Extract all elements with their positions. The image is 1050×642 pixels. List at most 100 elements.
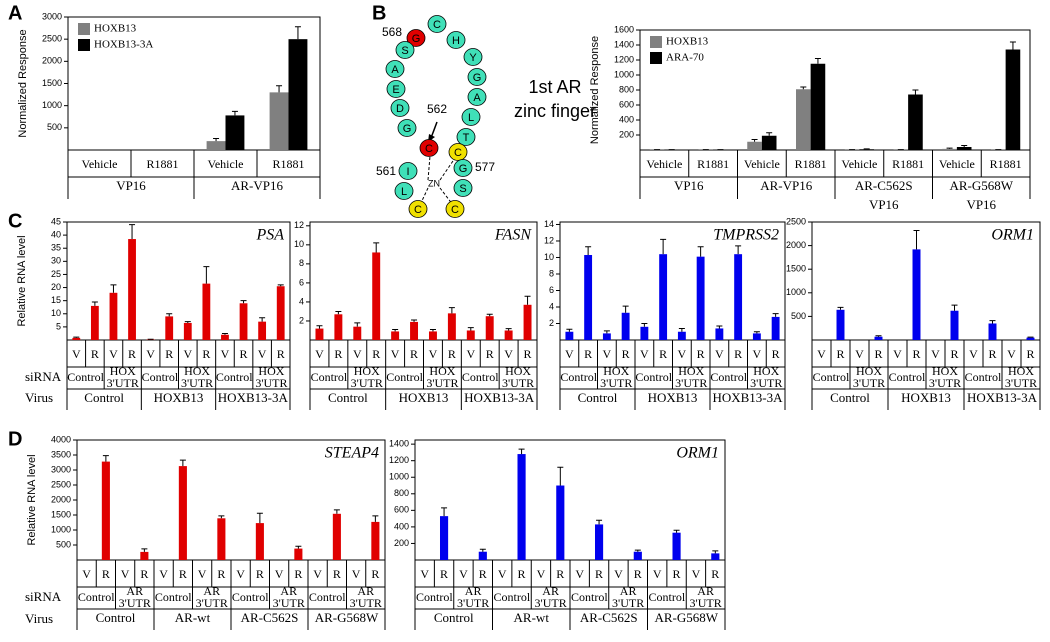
x-tick-label: R — [556, 567, 564, 581]
bar — [466, 330, 475, 340]
x-tick-label: V — [236, 567, 245, 581]
error-bar — [203, 266, 210, 284]
bar — [517, 454, 526, 560]
bar — [332, 513, 341, 560]
group-label: AR-C562S — [855, 178, 913, 193]
bar — [761, 135, 777, 150]
y-tick-label: 6 — [549, 285, 554, 295]
error-bar — [837, 306, 844, 310]
error-bar — [213, 137, 220, 142]
x-tick-label: V — [614, 567, 623, 581]
legend-swatch — [650, 52, 662, 64]
error-bar — [129, 224, 136, 240]
legend-swatch — [78, 23, 90, 35]
y-tick-label: 8 — [299, 258, 304, 268]
residue — [467, 88, 487, 106]
chart-title: TMPRSS2 — [713, 227, 779, 244]
error-bar — [603, 330, 610, 334]
x-tick-label: R1881 — [697, 157, 729, 171]
x-tick-label: V — [1007, 347, 1016, 361]
x-tick-label: V — [429, 347, 438, 361]
y-tick-label: 45 — [51, 216, 61, 226]
y-tick-label: 2 — [299, 315, 304, 325]
group-label: Control — [635, 370, 672, 384]
group-label: HOX — [184, 364, 210, 378]
y-tick-label: 10 — [51, 308, 61, 318]
group-label: AR-VP16 — [231, 178, 284, 193]
bar — [1026, 337, 1035, 340]
y-tick-label: 3000 — [42, 11, 62, 21]
error-bar — [660, 238, 667, 255]
x-tick-label: Vehicle — [82, 157, 118, 171]
group-label: 3'UTR — [457, 596, 489, 610]
y-tick-label: 25 — [51, 269, 61, 279]
x-tick-label: V — [459, 567, 468, 581]
bar — [523, 304, 532, 340]
x-tick-label: R — [333, 567, 341, 581]
error-bar — [179, 459, 186, 467]
x-tick-label: V — [146, 347, 155, 361]
error-bar — [259, 317, 266, 322]
y-tick-label: 1000 — [786, 287, 806, 297]
y-tick-label: 2500 — [786, 216, 806, 226]
x-tick-label: R — [140, 567, 148, 581]
bar — [239, 303, 248, 340]
panel-letter: B — [372, 2, 386, 24]
x-tick-label: V — [603, 347, 612, 361]
bar — [859, 149, 874, 150]
error-bar — [429, 329, 436, 332]
residue — [390, 99, 410, 117]
bar — [391, 331, 400, 340]
error-bar — [373, 242, 380, 253]
x-tick-label: R — [277, 347, 285, 361]
x-tick-label: R — [659, 347, 667, 361]
residue — [453, 159, 473, 177]
supergroup-label: Control — [578, 390, 618, 405]
group-label: Control — [965, 370, 1002, 384]
x-tick-label: R — [334, 347, 342, 361]
residue-letter: G — [459, 163, 468, 175]
bar — [711, 553, 720, 560]
x-tick-label: Vehicle — [841, 157, 877, 171]
bar — [912, 249, 921, 340]
group-label: 3'UTR — [351, 376, 383, 390]
error-bar — [766, 132, 773, 136]
x-tick-label: R — [372, 347, 380, 361]
group-label: 3'UTR — [600, 376, 632, 390]
x-tick-label: R — [102, 567, 110, 581]
residue-letter: L — [401, 186, 407, 198]
group-label: Control — [889, 370, 926, 384]
residue-letter: C — [433, 19, 441, 31]
bar — [269, 92, 289, 150]
bar — [206, 141, 226, 150]
x-tick-label: V — [640, 347, 649, 361]
x-tick-label: R — [988, 347, 996, 361]
y-tick-label: 10 — [544, 252, 554, 262]
y-tick-label: 800 — [619, 84, 634, 94]
error-bar — [316, 325, 323, 329]
panel-letter: A — [8, 2, 22, 24]
group-label: Control — [571, 590, 608, 604]
group-label: Control — [67, 370, 104, 384]
x-tick-label: V — [258, 347, 267, 361]
error-bar — [141, 548, 148, 552]
error-bar — [814, 58, 821, 64]
bar — [372, 252, 381, 340]
x-tick-label: V — [466, 347, 475, 361]
x-tick-label: V — [969, 347, 978, 361]
error-bar — [518, 448, 525, 455]
x-tick-label: Vehicle — [646, 157, 682, 171]
x-tick-label: V — [855, 347, 864, 361]
bar — [696, 256, 705, 340]
y-axis-label: Relative RNA level — [26, 454, 38, 545]
supergroup-label: Control — [96, 610, 136, 625]
error-bar — [102, 455, 109, 462]
supergroup-label: HOXB13-3A — [218, 390, 289, 405]
x-tick-label: V — [82, 567, 91, 581]
y-tick-label: 20 — [51, 282, 61, 292]
x-tick-label: V — [653, 567, 662, 581]
plot-frame — [639, 29, 1031, 151]
group-label: AR — [126, 584, 143, 598]
group-label: Control — [494, 590, 531, 604]
group-label: AR-VP16 — [760, 178, 813, 193]
